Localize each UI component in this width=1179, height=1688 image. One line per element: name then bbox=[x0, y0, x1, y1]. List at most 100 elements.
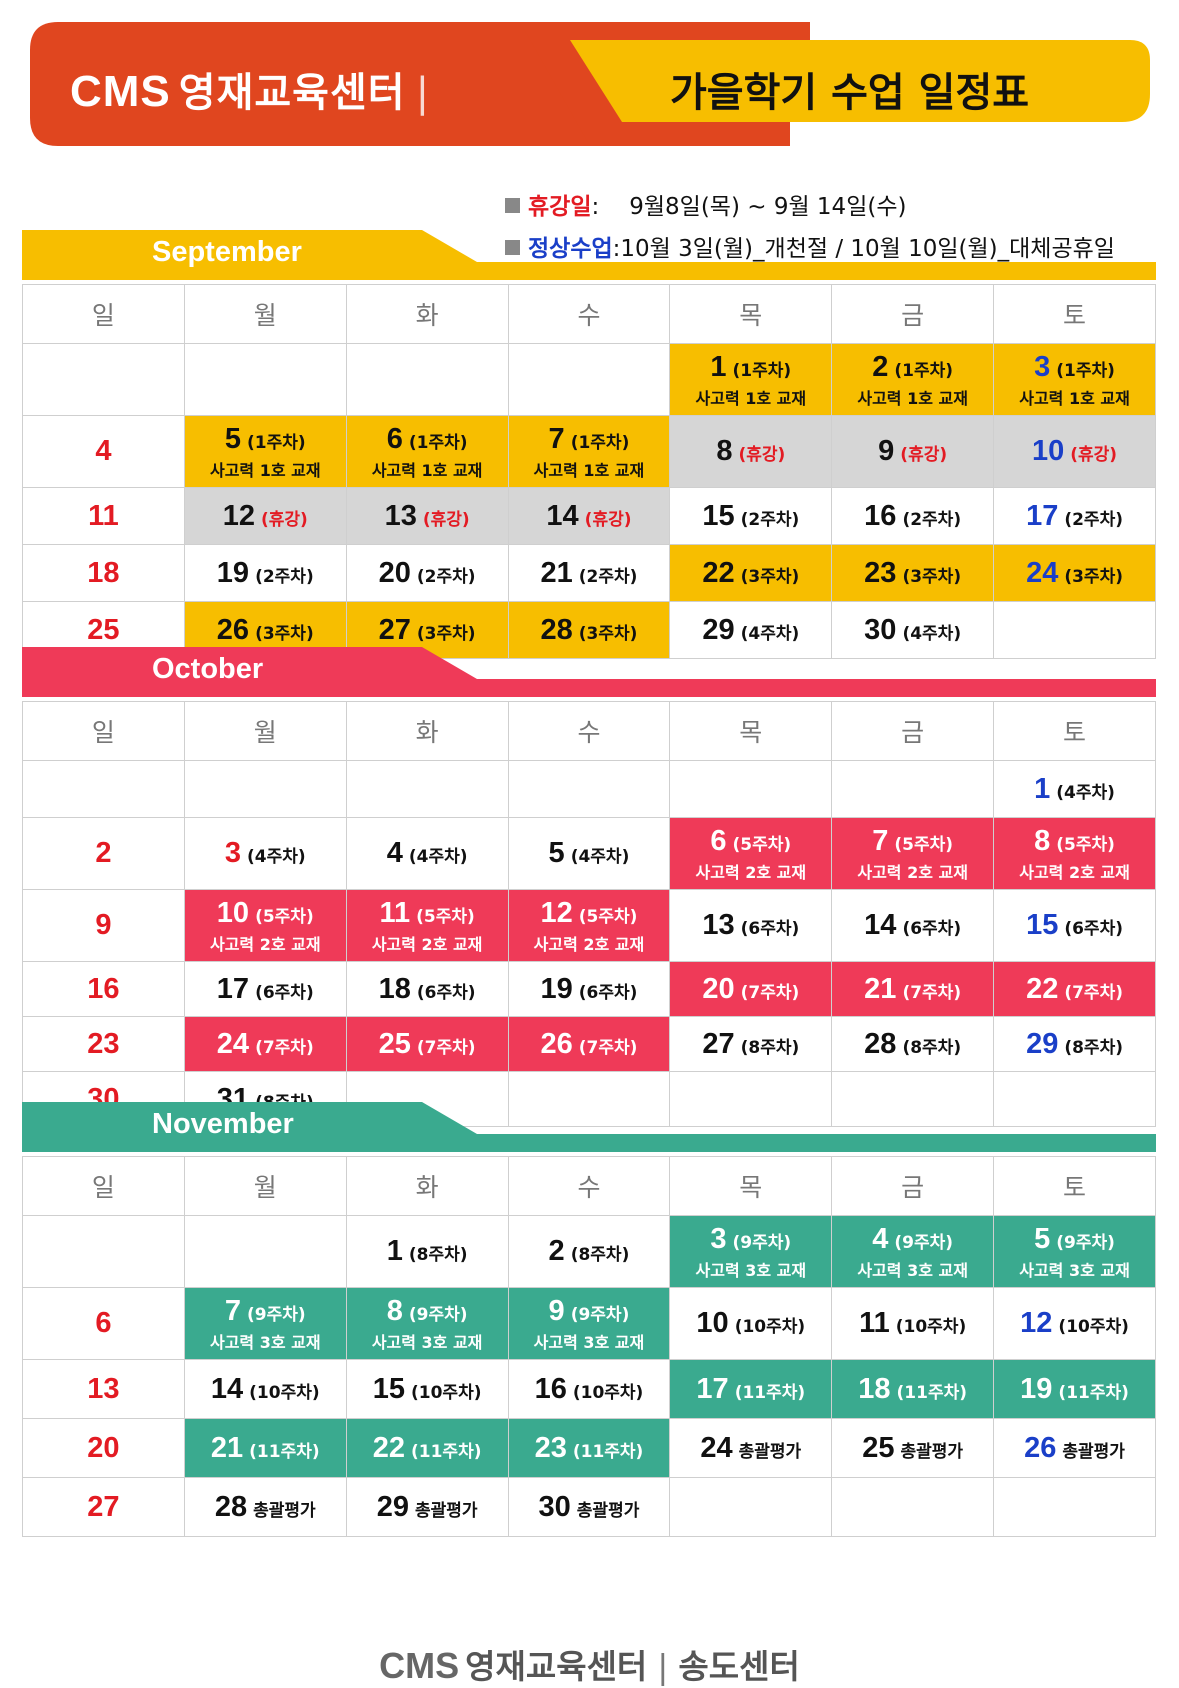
day-cell: 17 (6주차) bbox=[183, 961, 347, 1017]
day-cell: 15 (10주차) bbox=[345, 1359, 509, 1419]
weekday-header: 목 bbox=[669, 1156, 833, 1216]
material-label: 사고력 1호 교재 bbox=[209, 460, 321, 480]
day-number: 18 bbox=[858, 1372, 891, 1405]
day-cell: 6 (5주차) 사고력 2호 교재 bbox=[669, 817, 833, 890]
day-cell: 18 (6주차) bbox=[345, 961, 509, 1017]
day-number: 15 bbox=[1026, 909, 1059, 941]
week-label: (9주차) bbox=[570, 1304, 630, 1325]
weekday-header: 목 bbox=[669, 284, 833, 344]
day-number: 26 bbox=[1024, 1431, 1057, 1464]
week-label: (2주차) bbox=[902, 509, 962, 530]
day-cell: 27 (8주차) bbox=[669, 1016, 833, 1072]
day-cell: 18 (11주차) bbox=[831, 1359, 995, 1419]
day-number: 28 bbox=[540, 613, 573, 646]
week-label: (3주차) bbox=[1064, 566, 1123, 587]
day-number: 18 bbox=[87, 556, 120, 589]
weekday-header: 일 bbox=[22, 701, 185, 761]
day-cell: 13 bbox=[22, 1359, 185, 1419]
day-cell: 12 (10주차) bbox=[993, 1287, 1156, 1360]
day-number: 20 bbox=[702, 972, 735, 1005]
day-number: 23 bbox=[534, 1431, 567, 1464]
day-cell: 28 (8주차) bbox=[831, 1016, 995, 1072]
day-number: 7 bbox=[548, 422, 565, 455]
day-number: 30 bbox=[538, 1490, 571, 1523]
week-row: 18 19 (2주차) 20 (2주차) 21 (2주차) 22 (3주차) 23 (3주차) 24(… bbox=[22, 544, 1156, 602]
month-band: September bbox=[22, 228, 1156, 284]
month-band-shape bbox=[22, 230, 1156, 280]
day-cell: 29 총괄평가 bbox=[345, 1477, 509, 1537]
day-cell: 25 (7주차) bbox=[345, 1016, 509, 1072]
week-label: (9주차) bbox=[247, 1304, 306, 1325]
footer-logo-mark: CMS bbox=[379, 1645, 460, 1686]
day-cell: 5 (1주차) 사고력 1호 교재 bbox=[183, 415, 347, 488]
week-label: (8주차) bbox=[902, 1037, 962, 1058]
day-cell: 30 (4주차) bbox=[831, 601, 995, 659]
day-number: 1 bbox=[1034, 772, 1051, 805]
note-closure-value: 9월8일(목) ~ 9월 14일(수) bbox=[629, 194, 907, 220]
day-cell: 11 (10주차) bbox=[831, 1287, 995, 1360]
week-row: 1 (8주차) 2 (8주차) 3 (9주차) 사고력 3호 교재 4 (9주차) 사고력 3호 … bbox=[22, 1215, 1156, 1288]
weekday-header: 수 bbox=[507, 284, 671, 344]
empty-day-cell bbox=[993, 1071, 1156, 1127]
week-label: (7주차) bbox=[255, 1037, 314, 1058]
day-number: 22 bbox=[372, 1431, 405, 1464]
day-number: 28 bbox=[864, 1027, 897, 1060]
day-number: 24 bbox=[216, 1027, 250, 1060]
month-november: November 일 월 화 수 목 금 토 1 (8주차) 2 (8주차) 3 (9주차) 사고력 3호 … bbox=[22, 1100, 1156, 1537]
week-label: (2주차) bbox=[740, 509, 800, 530]
week-label: (3주차) bbox=[255, 623, 314, 644]
empty-day-cell bbox=[669, 1477, 833, 1537]
day-cell: 22 (3주차) bbox=[669, 544, 833, 602]
day-number: 22 bbox=[1026, 972, 1059, 1005]
material-label: 사고력 3호 교재 bbox=[371, 1332, 483, 1352]
day-cell: 3 (9주차) 사고력 3호 교재 bbox=[669, 1215, 833, 1288]
header-logo: CMS 영재교육센터 | bbox=[70, 60, 430, 118]
week-label: 총괄평가 bbox=[738, 1441, 802, 1462]
weekday-header: 토 bbox=[993, 701, 1156, 761]
day-cell: 9 (휴강) bbox=[831, 415, 995, 488]
day-number: 3 bbox=[710, 1222, 727, 1255]
day-number: 1 bbox=[710, 350, 727, 383]
week-label: (2주차) bbox=[255, 566, 314, 587]
day-cell: 26 (7주차) bbox=[507, 1016, 671, 1072]
weekday-header: 월 bbox=[183, 284, 347, 344]
week-label: (4주차) bbox=[408, 847, 468, 867]
day-number: 17 bbox=[696, 1372, 729, 1405]
day-number: 11 bbox=[859, 1307, 890, 1339]
week-label: (7주차) bbox=[1064, 982, 1123, 1003]
note-closure: 휴강일: 9월8일(목) ~ 9월 14일(수) bbox=[505, 186, 1115, 228]
note-regular: 정상수업:10월 3일(월)_개천절 / 10월 10일(월)_대체공휴일 bbox=[505, 228, 1115, 270]
logo-mark: CMS bbox=[70, 67, 171, 116]
week-label: (2주차) bbox=[578, 566, 638, 587]
day-number: 6 bbox=[710, 824, 727, 857]
day-number: 28 bbox=[214, 1490, 248, 1523]
day-number: 10 bbox=[1031, 435, 1065, 467]
week-label: (5주차) bbox=[732, 834, 792, 855]
day-cell: 23 (11주차) bbox=[507, 1418, 671, 1478]
weekday-header: 금 bbox=[831, 284, 995, 344]
day-number: 11 bbox=[379, 896, 411, 929]
week-row: 2 3 (4주차) 4 (4주차) 5 (4주차) 6 (5주차) 사고력 2호 교재 7 (5주차)… bbox=[22, 817, 1156, 890]
day-cell: 9 (9주차) 사고력 3호 교재 bbox=[507, 1287, 671, 1360]
day-cell: 17 (11주차) bbox=[669, 1359, 833, 1419]
week-label: (10주차) bbox=[572, 1382, 644, 1403]
day-cell: 8 (5주차) 사고력 2호 교재 bbox=[993, 817, 1156, 890]
material-label: 사고력 1호 교재 bbox=[533, 460, 645, 480]
weekday-header: 일 bbox=[22, 284, 185, 344]
week-label: (1주차) bbox=[732, 360, 792, 381]
day-number: 13 bbox=[87, 1372, 120, 1405]
empty-day-cell bbox=[22, 760, 185, 818]
day-cell: 13 (6주차) bbox=[669, 889, 833, 962]
week-label: (6주차) bbox=[255, 982, 314, 1003]
day-number: 21 bbox=[864, 972, 897, 1005]
header-shape bbox=[30, 22, 1150, 146]
day-number: 29 bbox=[1026, 1027, 1059, 1060]
week-label: (9주차) bbox=[894, 1232, 954, 1253]
day-cell: 28 총괄평가 bbox=[183, 1477, 347, 1537]
day-cell: 9 bbox=[22, 889, 185, 962]
day-number: 13 bbox=[384, 499, 417, 532]
day-cell: 6 bbox=[22, 1287, 185, 1360]
day-number: 15 bbox=[702, 499, 735, 532]
closure-label: (휴강) bbox=[1070, 445, 1118, 465]
week-label: (5주차) bbox=[1056, 834, 1115, 855]
